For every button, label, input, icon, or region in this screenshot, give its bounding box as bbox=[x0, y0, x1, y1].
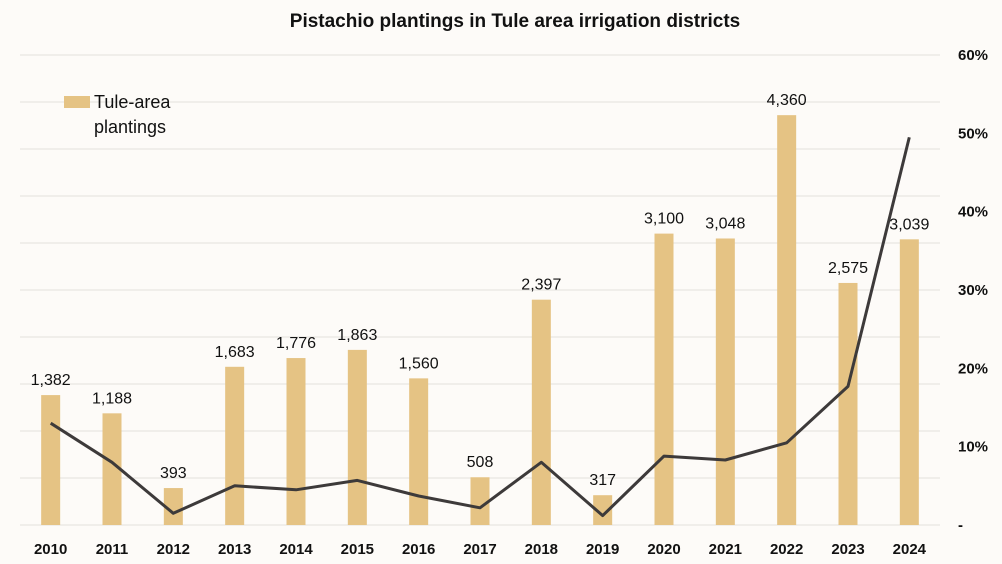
x-tick-label: 2021 bbox=[709, 541, 742, 558]
bar-value-label: 1,776 bbox=[276, 335, 316, 352]
x-tick-label: 2019 bbox=[586, 541, 619, 558]
bar bbox=[286, 358, 306, 525]
bar-value-label: 2,575 bbox=[828, 260, 868, 277]
x-tick-label: 2012 bbox=[157, 541, 190, 558]
right-y-axis: - 10% 20% 30% 40% 50% 60% bbox=[958, 47, 988, 534]
bar-value-label: 1,382 bbox=[31, 372, 71, 389]
x-tick-label: 2024 bbox=[893, 541, 927, 558]
y-tick-label: 40% bbox=[958, 204, 988, 221]
bar bbox=[715, 238, 735, 525]
legend-swatch bbox=[64, 96, 90, 108]
bar-value-label: 1,863 bbox=[337, 327, 377, 344]
x-tick-label: 2017 bbox=[463, 541, 496, 558]
bar bbox=[470, 477, 490, 525]
x-tick-label: 2013 bbox=[218, 541, 251, 558]
bar bbox=[409, 378, 429, 525]
y-tick-label: 10% bbox=[958, 439, 988, 456]
bar-value-label: 317 bbox=[589, 472, 616, 489]
y-tick-label: 60% bbox=[958, 47, 988, 64]
x-tick-label: 2016 bbox=[402, 541, 435, 558]
bar-value-label: 1,560 bbox=[399, 355, 439, 372]
bar bbox=[593, 495, 613, 525]
bar-value-label: 1,683 bbox=[215, 344, 255, 361]
x-tick-label: 2022 bbox=[770, 541, 803, 558]
bar bbox=[777, 115, 797, 525]
x-tick-label: 2011 bbox=[96, 541, 129, 558]
y-tick-label: 30% bbox=[958, 282, 988, 299]
bar-value-label: 3,039 bbox=[889, 216, 929, 233]
bar bbox=[163, 488, 183, 525]
y-tick-label: - bbox=[958, 517, 963, 534]
line-series bbox=[49, 136, 911, 518]
bar bbox=[347, 349, 367, 525]
x-tick-label: 2023 bbox=[831, 541, 864, 558]
x-tick-label: 2010 bbox=[34, 541, 67, 558]
legend-label-line2: plantings bbox=[94, 117, 166, 137]
y-tick-label: 20% bbox=[958, 360, 988, 377]
bar-value-label: 1,188 bbox=[92, 390, 132, 407]
y-tick-label: 50% bbox=[958, 125, 988, 142]
bar-value-label: 393 bbox=[160, 465, 187, 482]
bar-value-label: 3,048 bbox=[705, 215, 745, 232]
bar bbox=[654, 233, 674, 525]
bar bbox=[899, 239, 919, 526]
x-tick-label: 2014 bbox=[279, 541, 313, 558]
bar bbox=[838, 282, 858, 525]
bar bbox=[531, 299, 551, 525]
bar-value-label: 4,360 bbox=[767, 92, 807, 109]
x-tick-label: 2015 bbox=[341, 541, 374, 558]
chart-title: Pistachio plantings in Tule area irrigat… bbox=[290, 11, 740, 32]
bar bbox=[225, 366, 245, 525]
legend-label-line1: Tule-area bbox=[94, 92, 171, 112]
x-tick-label: 2018 bbox=[525, 541, 558, 558]
bar-labels: 1,382 1,188 393 1,683 1,776 1,863 1,560 508 2,39… bbox=[31, 92, 930, 489]
bar-value-label: 508 bbox=[467, 454, 494, 471]
bar-value-label: 2,397 bbox=[521, 277, 561, 294]
x-tick-label: 2020 bbox=[647, 541, 680, 558]
x-axis: 2010 2011 2012 2013 2014 2015 2016 2017 2018 2019… bbox=[34, 541, 927, 558]
bar bbox=[41, 395, 61, 525]
legend: Tule-area plantings bbox=[64, 92, 171, 137]
bar bbox=[102, 413, 122, 525]
bar-value-label: 3,100 bbox=[644, 211, 684, 228]
